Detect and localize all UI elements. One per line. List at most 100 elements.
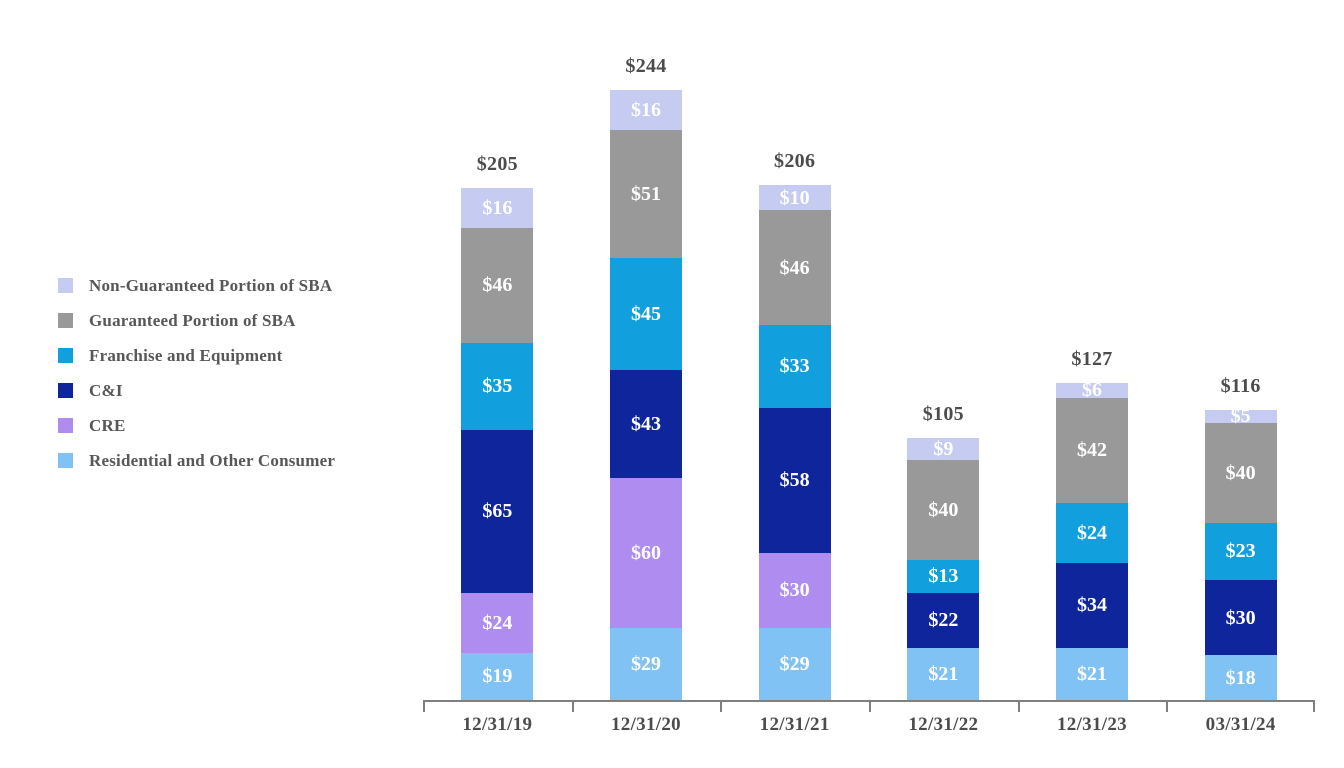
bar-segment-label: $30 xyxy=(1225,606,1256,629)
bar-segment-label: $24 xyxy=(482,611,513,634)
legend-swatch-icon xyxy=(58,383,73,398)
bar-segment-label: $10 xyxy=(779,186,810,209)
bar-segment-label: $18 xyxy=(1225,666,1256,689)
bar-total-label: $105 xyxy=(922,402,964,425)
bar-segment-label: $5 xyxy=(1230,405,1251,428)
bar-segment: $35 xyxy=(461,342,534,430)
bar-segment: $21 xyxy=(907,647,980,700)
bar-segment: $10 xyxy=(758,185,831,210)
bar-segment-label: $21 xyxy=(928,662,959,685)
bar-segment: $46 xyxy=(461,227,534,343)
bar-segment: $33 xyxy=(758,325,831,408)
bar-segment: $29 xyxy=(610,627,682,700)
bar-segment-label: $45 xyxy=(631,302,661,325)
bar-segment: $19 xyxy=(461,652,534,700)
legend-item: C&I xyxy=(58,380,335,400)
x-axis-label: 12/31/22 xyxy=(908,714,979,735)
bar-segment-label: $40 xyxy=(1225,461,1256,484)
bar-segment: $21 xyxy=(1056,647,1128,700)
legend-swatch-icon xyxy=(58,278,73,293)
legend: Non-Guaranteed Portion of SBA Guaranteed … xyxy=(58,275,336,488)
bar-segment: $65 xyxy=(461,430,534,593)
legend-label: Guaranteed Portion of SBA xyxy=(89,310,296,330)
legend-label: Residential and Other Consumer xyxy=(89,450,336,470)
legend-swatch-icon xyxy=(58,348,73,363)
legend-item: Non-Guaranteed Portion of SBA xyxy=(58,275,335,295)
legend-label: Non-Guaranteed Portion of SBA xyxy=(89,275,333,295)
x-axis-label: 12/31/21 xyxy=(759,714,830,735)
legend-label: CRE xyxy=(89,415,126,435)
legend-item: Guaranteed Portion of SBA xyxy=(58,310,335,330)
bar-segment-label: $24 xyxy=(1077,521,1107,544)
bar-segment: $24 xyxy=(461,592,534,653)
bar-segment: $5 xyxy=(1204,406,1277,426)
bar-segment: $30 xyxy=(758,552,831,628)
bar-segment: $34 xyxy=(1056,562,1128,648)
bar-segment-label: $58 xyxy=(779,469,810,491)
bar-segment-label: $35 xyxy=(482,375,513,398)
bar-segment-label: $65 xyxy=(482,500,513,523)
bar-segment: $23 xyxy=(1204,522,1277,580)
bar-segment-label: $34 xyxy=(1077,594,1107,616)
bar-segment-label: $16 xyxy=(631,99,661,121)
bar-segment: $42 xyxy=(1056,397,1128,503)
bar-segment-label: $60 xyxy=(631,541,661,564)
bar-segment-label: $33 xyxy=(779,355,810,378)
bar-segment: $60 xyxy=(610,477,682,628)
bar-segment-label: $16 xyxy=(482,196,513,219)
bar-segment: $24 xyxy=(1056,502,1128,563)
bar-segment-label: $42 xyxy=(1077,439,1107,461)
bar-segment: $29 xyxy=(758,627,831,700)
bar-segment: $16 xyxy=(610,90,682,130)
bar-segment: $6 xyxy=(1056,379,1128,401)
bar-total-label: $244 xyxy=(625,55,667,77)
bar-segment-label: $46 xyxy=(482,274,513,296)
bar-segment-label: $40 xyxy=(928,499,959,521)
bar-total-label: $116 xyxy=(1220,375,1261,397)
bar-segment: $58 xyxy=(758,407,831,553)
bar-total-label: $206 xyxy=(774,150,816,172)
x-axis-tick xyxy=(423,700,425,712)
bar-total-label: $205 xyxy=(476,152,518,175)
bar-segment-label: $51 xyxy=(631,182,661,205)
bar-segment-label: $43 xyxy=(631,412,661,435)
bar-total-label: $127 xyxy=(1071,347,1113,370)
x-axis-tick xyxy=(869,700,871,712)
x-axis-tick xyxy=(1017,700,1020,712)
bar-segment-label: $23 xyxy=(1225,540,1256,563)
x-axis-label: 12/31/23 xyxy=(1057,714,1127,735)
x-axis-label: 03/31/24 xyxy=(1205,714,1276,735)
bar-segment-label: $30 xyxy=(779,579,810,601)
bar-segment: $18 xyxy=(1204,655,1277,700)
x-axis-tick xyxy=(1166,700,1169,712)
bar-segment-label: $19 xyxy=(482,665,513,688)
bar-segment-label: $22 xyxy=(928,609,959,631)
bar-segment-label: $13 xyxy=(928,565,959,588)
x-axis-label: 12/31/19 xyxy=(462,714,533,735)
legend-item: Franchise and Equipment xyxy=(58,345,335,365)
x-axis-tick xyxy=(1313,700,1315,712)
bar-segment: $40 xyxy=(907,460,980,560)
bar-segment: $40 xyxy=(1204,422,1277,523)
legend-swatch-icon xyxy=(58,453,73,468)
bar-segment: $9 xyxy=(907,437,980,460)
bar-segment-label: $9 xyxy=(933,437,954,460)
x-axis-label: 12/31/20 xyxy=(611,714,681,735)
legend-label: C&I xyxy=(89,380,123,400)
x-axis-tick xyxy=(571,700,574,712)
bar-segment: $22 xyxy=(907,592,980,648)
x-axis-tick xyxy=(720,700,723,712)
legend-item: CRE xyxy=(58,415,335,435)
bar-segment-label: $29 xyxy=(631,652,661,675)
bar-segment: $46 xyxy=(758,210,831,325)
legend-swatch-icon xyxy=(58,418,73,433)
bar-segment: $45 xyxy=(610,257,682,370)
bar-segment-label: $6 xyxy=(1082,379,1102,401)
bar-segment: $16 xyxy=(461,187,534,228)
legend-label: Franchise and Equipment xyxy=(89,345,283,365)
bar-segment: $43 xyxy=(610,370,682,478)
bar-segment: $30 xyxy=(1204,580,1277,655)
bar-segment-label: $46 xyxy=(779,256,810,279)
